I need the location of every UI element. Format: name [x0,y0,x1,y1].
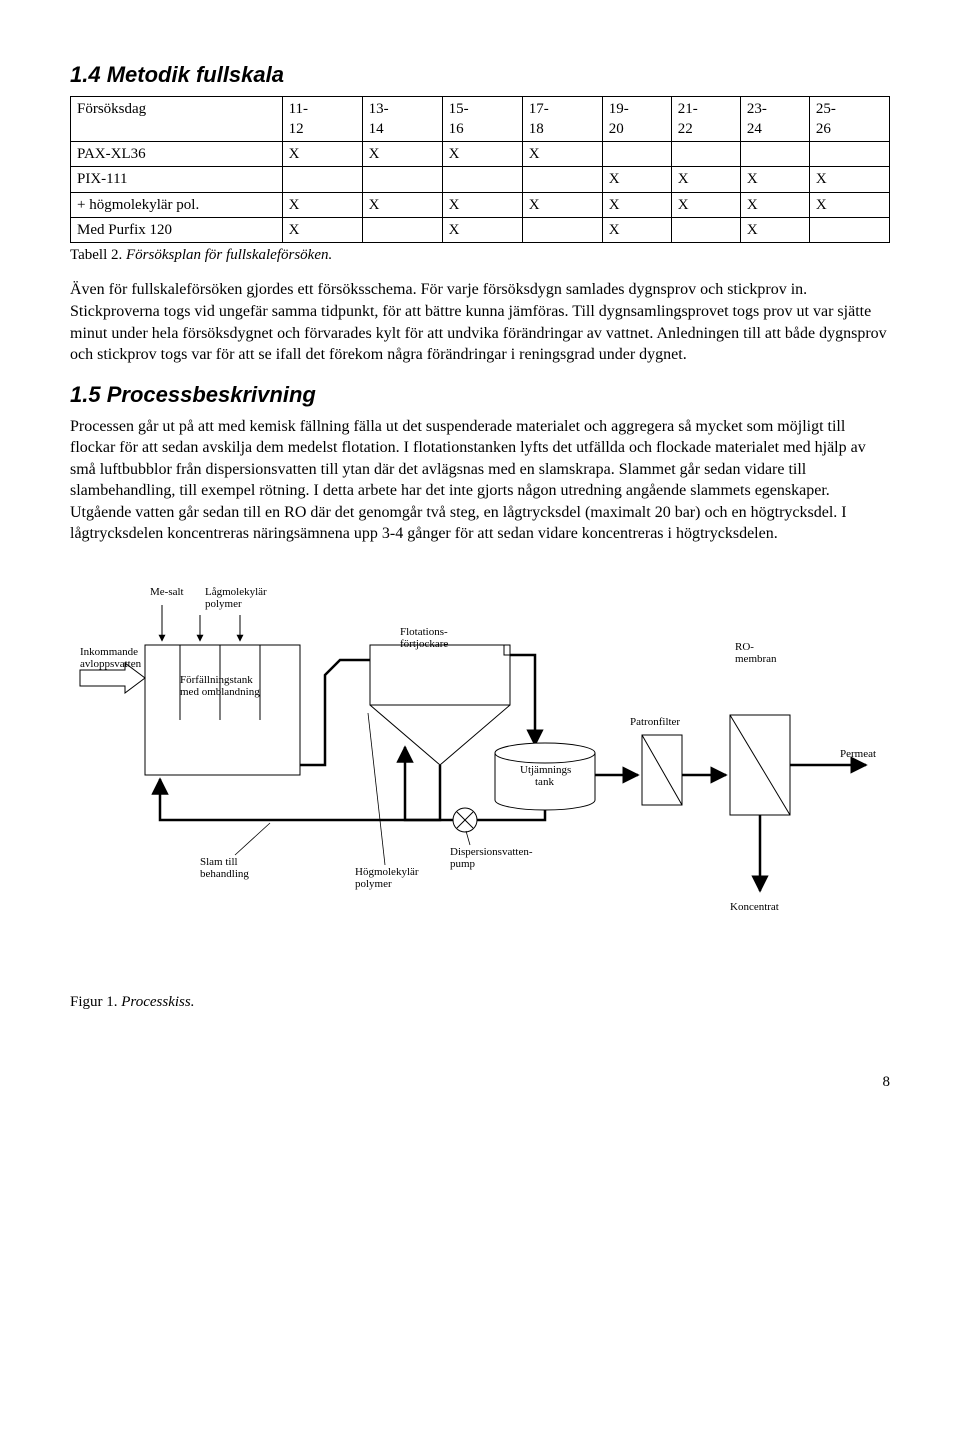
table-cell [740,142,809,167]
table-cell: X [671,167,740,192]
label-highpoly-1: Högmolekylär [355,866,419,878]
table-cell: Med Purfix 120 [71,217,283,242]
table-cell [522,167,602,192]
table-header-cell: 17-18 [522,96,602,142]
table-row: + högmolekylär pol.XXXXXXXX [71,192,890,217]
label-patron: Patronfilter [630,716,680,728]
table-cell: X [442,217,522,242]
label-me-salt: Me-salt [150,586,184,598]
table-cell: X [522,142,602,167]
table-cell: X [282,192,362,217]
table-cell [671,142,740,167]
table-cell: X [442,192,522,217]
table-cell [282,167,362,192]
table-header-cell: 15-16 [442,96,522,142]
label-ro-1: RO- [735,641,754,653]
table-cell [362,167,442,192]
section-heading-1: 1.4 Metodik fullskala [70,60,890,90]
table-cell: PAX-XL36 [71,142,283,167]
table-row: PAX-XL36XXXX [71,142,890,167]
label-pretank-1: Förfällningstank [180,674,253,686]
label-slam-1: Slam till [200,856,238,868]
table-caption: Tabell 2. Försöksplan för fullskaleförsö… [70,245,890,265]
table-cell: X [740,192,809,217]
table-cell [809,142,889,167]
table-cell: X [809,192,889,217]
label-flot-1: Flotations- [400,626,448,638]
figure-text: Processkiss. [121,994,194,1010]
label-disp-1: Dispersionsvatten- [450,846,533,858]
paragraph-2: Processen går ut på att med kemisk fälln… [70,416,890,546]
label-utj-1: Utjämnings [520,764,571,776]
table-header-cell: 13-14 [362,96,442,142]
table-cell [522,217,602,242]
table-cell [602,142,671,167]
process-diagram: Me-salt Lågmolekylär polymer Inkommande … [70,575,890,962]
table-cell [671,217,740,242]
table-caption-label: Tabell 2. [70,247,122,263]
table-cell: X [362,142,442,167]
label-utj-2: tank [535,776,554,788]
table-cell: X [809,167,889,192]
label-highpoly-2: polymer [355,878,392,890]
table-cell: X [740,217,809,242]
table-cell: X [671,192,740,217]
table-caption-text: Försöksplan för fullskaleförsöken. [126,247,332,263]
table-cell: X [282,142,362,167]
table-cell: X [602,167,671,192]
section-number: 1.5 [70,382,101,407]
table-header-cell: 21-22 [671,96,740,142]
label-pretank-2: med omblandning [180,686,260,698]
experiment-table: Försöksdag11-1213-1415-1617-1819-2021-22… [70,96,890,244]
table-cell [362,217,442,242]
label-disp-2: pump [450,858,476,870]
label-low-poly-1: Lågmolekylär [205,586,267,598]
table-cell: PIX-111 [71,167,283,192]
label-permeat: Permeat [840,748,876,760]
table-header-cell: Försöksdag [71,96,283,142]
section-title: Metodik fullskala [107,62,284,87]
table-header-cell: 11-12 [282,96,362,142]
label-slam-2: behandling [200,868,249,880]
table-cell: + högmolekylär pol. [71,192,283,217]
section-heading-2: 1.5 Processbeskrivning [70,380,890,410]
table-cell: X [442,142,522,167]
table-row: Med Purfix 120XXXX [71,217,890,242]
figure-label: Figur 1. [70,994,118,1010]
label-konc: Koncentrat [730,901,779,913]
table-header-cell: 25-26 [809,96,889,142]
label-ro-2: membran [735,653,777,665]
section-number: 1.4 [70,62,101,87]
table-cell: X [282,217,362,242]
label-inflow-1: Inkommande [80,646,138,658]
table-cell: X [602,192,671,217]
table-cell: X [362,192,442,217]
table-cell [442,167,522,192]
page-number: 8 [70,1072,890,1092]
table-cell: X [522,192,602,217]
paragraph-1: Även för fullskaleförsöken gjordes ett f… [70,279,890,365]
table-row: PIX-111XXXX [71,167,890,192]
table-cell: X [602,217,671,242]
table-header-cell: 23-24 [740,96,809,142]
label-flot-2: förtjockare [400,638,448,650]
table-cell [809,217,889,242]
label-low-poly-2: polymer [205,598,242,610]
label-inflow-2: avloppsvatten [80,658,142,670]
figure-caption: Figur 1. Processkiss. [70,992,890,1012]
table-cell: X [740,167,809,192]
table-header-cell: 19-20 [602,96,671,142]
section-title: Processbeskrivning [107,382,316,407]
